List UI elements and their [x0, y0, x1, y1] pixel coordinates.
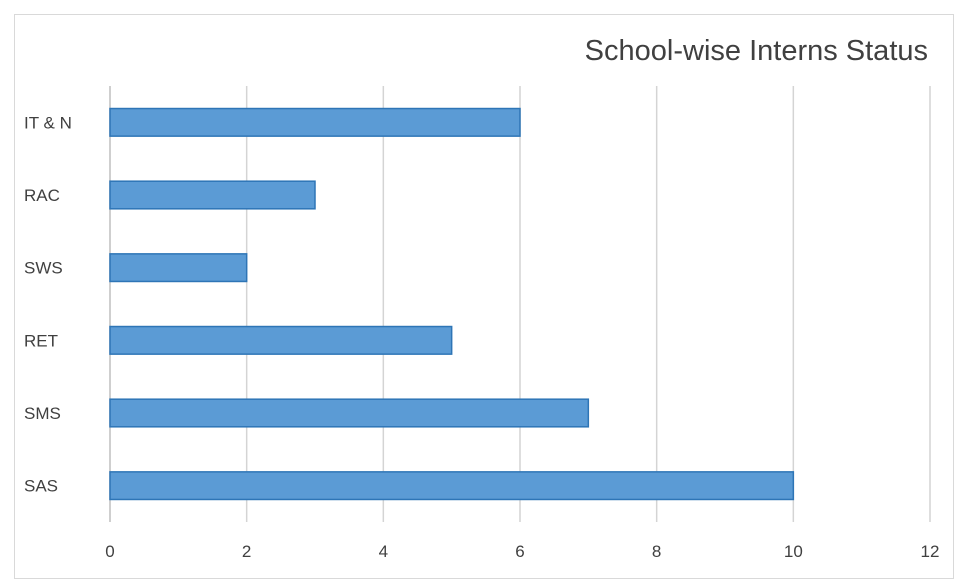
value-tick-labels: 0 2 4 6 8 10 12 — [105, 542, 939, 561]
category-label: SWS — [24, 259, 63, 278]
x-tick-label: 12 — [921, 542, 940, 561]
category-label: RET — [24, 331, 58, 350]
x-tick-label: 4 — [379, 542, 388, 561]
bar — [109, 471, 795, 501]
x-tick-label: 8 — [652, 542, 661, 561]
x-tick-label: 2 — [242, 542, 251, 561]
category-label: IT & N — [24, 113, 72, 132]
category-labels: IT & N RAC SWS RET SMS SAS — [24, 113, 72, 495]
category-label: RAC — [24, 186, 60, 205]
category-label: SMS — [24, 404, 61, 423]
gridlines — [245, 86, 931, 522]
bar — [109, 107, 521, 137]
bar — [109, 253, 248, 283]
chart-title: School-wise Interns Status — [585, 35, 928, 67]
x-tick-label: 6 — [515, 542, 524, 561]
bars — [109, 107, 795, 501]
x-tick-label: 0 — [105, 542, 114, 561]
x-tick-label: 10 — [784, 542, 803, 561]
category-label: SAS — [24, 477, 58, 496]
bar — [109, 398, 590, 428]
bar — [109, 325, 453, 355]
bar — [109, 180, 316, 210]
